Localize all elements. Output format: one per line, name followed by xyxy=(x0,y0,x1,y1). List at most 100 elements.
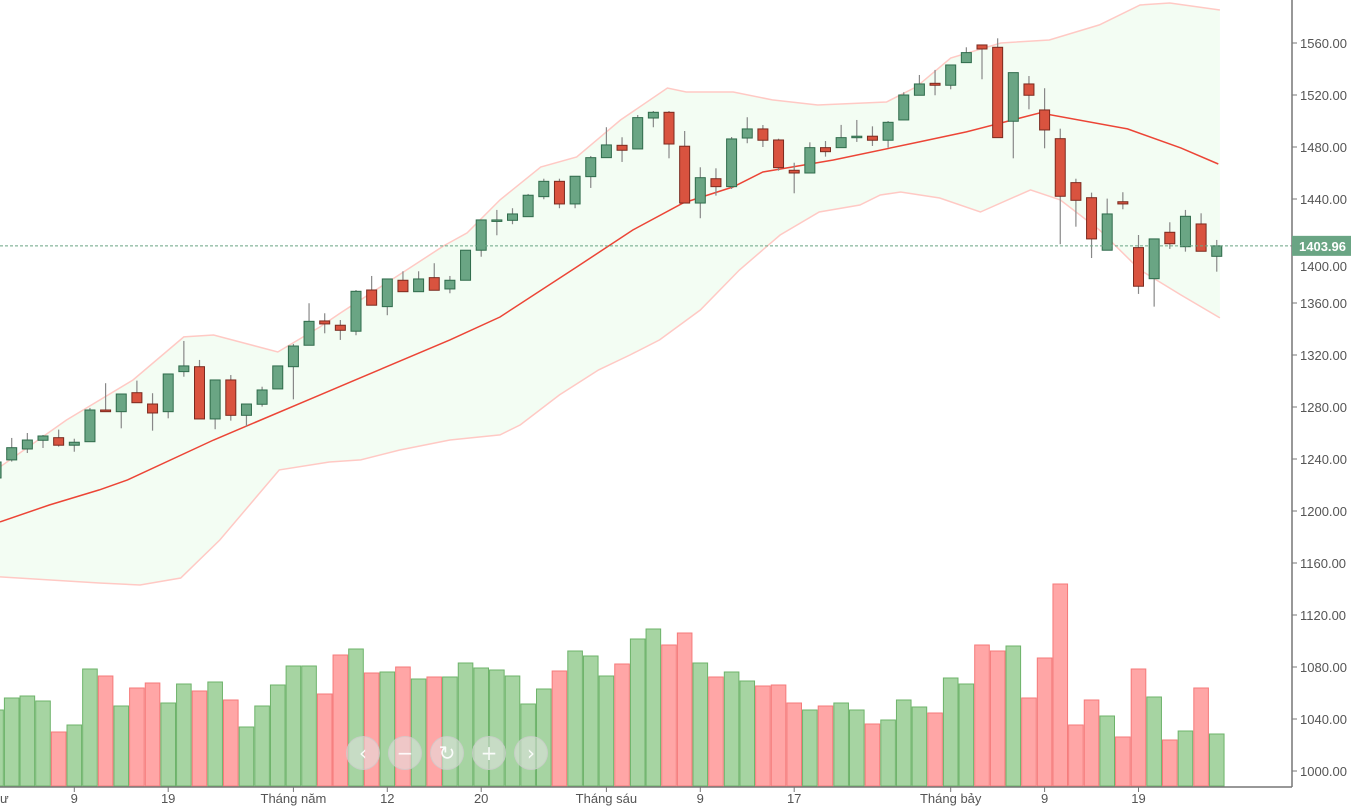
candle-body xyxy=(1117,201,1129,205)
candle-body xyxy=(992,46,1004,139)
volume-bar xyxy=(708,676,724,787)
candle-body xyxy=(976,44,988,50)
y-tick-label: 1040.00 xyxy=(1300,712,1347,727)
candle xyxy=(287,343,299,400)
candle xyxy=(37,434,49,448)
candle xyxy=(757,125,769,147)
candle-body xyxy=(350,290,362,332)
x-tick-label: Tháng sáu xyxy=(576,791,637,806)
candle xyxy=(131,380,143,404)
candle-body xyxy=(851,135,863,139)
scroll-left-button[interactable]: ‹ xyxy=(346,736,380,770)
volume-bar xyxy=(958,683,975,787)
candle xyxy=(225,375,237,421)
volume-bar xyxy=(1052,583,1069,787)
y-tick-label: 1200.00 xyxy=(1300,504,1347,519)
volume-bar xyxy=(254,705,270,787)
volume-bar xyxy=(786,702,803,787)
candle xyxy=(0,461,2,479)
candle xyxy=(1148,238,1160,307)
candle xyxy=(585,155,597,188)
volume-bar xyxy=(301,665,317,787)
candle-body xyxy=(866,135,878,141)
candle xyxy=(1023,76,1035,110)
candle xyxy=(1070,178,1082,227)
candle xyxy=(178,340,190,377)
candle-body xyxy=(757,128,769,141)
candle-body xyxy=(272,365,284,390)
y-tick-label: 1160.00 xyxy=(1300,556,1346,571)
candle-body xyxy=(68,441,80,446)
candle-body xyxy=(413,278,425,293)
candle xyxy=(21,433,33,454)
candle-body xyxy=(788,169,800,174)
candle-body xyxy=(397,279,409,293)
candle xyxy=(1101,198,1113,251)
candle xyxy=(992,38,1004,139)
candle-body xyxy=(600,144,612,159)
candle xyxy=(1195,213,1207,252)
volume-bar xyxy=(676,632,693,787)
candle-body xyxy=(1148,238,1160,280)
y-tick-label: 1320.00 xyxy=(1300,348,1347,363)
candle-body xyxy=(131,392,143,404)
candle xyxy=(553,178,565,209)
candle xyxy=(68,438,80,452)
y-tick-label: 1520.00 xyxy=(1300,88,1347,103)
y-tick-label: 1400.00 xyxy=(1300,259,1347,274)
volume-bar xyxy=(3,697,20,787)
candle-body xyxy=(507,213,518,221)
candle-body xyxy=(84,409,96,443)
candle xyxy=(240,403,252,427)
candle-body xyxy=(287,345,299,368)
candle-body xyxy=(960,52,972,64)
candle xyxy=(694,167,706,219)
candle-body xyxy=(319,320,331,325)
x-tick-label: 12 xyxy=(380,791,394,806)
volume-bar xyxy=(582,655,599,787)
volume-bar xyxy=(833,702,849,787)
candle xyxy=(882,121,894,148)
volume-bars xyxy=(0,583,1225,787)
candle-body xyxy=(1070,182,1082,201)
x-tick-label: Tháng năm xyxy=(261,791,327,806)
last-price-badge: 1403.96 xyxy=(1292,235,1351,256)
candle xyxy=(945,64,957,90)
volume-bar xyxy=(895,699,912,787)
zoom-out-button[interactable]: − xyxy=(388,736,422,770)
candle xyxy=(616,137,628,162)
candle-body xyxy=(538,180,550,198)
volume-bar xyxy=(285,665,302,787)
candle-body xyxy=(1101,213,1113,251)
reset-zoom-button[interactable]: ↻ xyxy=(430,736,464,770)
candle xyxy=(663,110,675,159)
candle xyxy=(53,429,65,447)
y-tick-label: 1000.00 xyxy=(1300,764,1347,779)
y-tick-label: 1120.00 xyxy=(1300,608,1346,623)
candle xyxy=(491,209,503,236)
y-tick-label: 1280.00 xyxy=(1300,400,1347,415)
candle-body xyxy=(929,82,941,86)
candle xyxy=(428,263,440,291)
candle-body xyxy=(1211,245,1223,257)
price-axis: 1000.00 1040.00 1080.00 1120.00 1160.00 1200.… xyxy=(1291,0,1347,787)
volume-bar xyxy=(1068,724,1084,787)
candle xyxy=(366,275,378,306)
candle-body xyxy=(569,175,581,205)
candle-body xyxy=(475,219,487,251)
chart-navigation-controls: ‹ − ↻ + › xyxy=(346,736,548,770)
plot-area xyxy=(0,2,1292,787)
volume-bar xyxy=(911,706,928,787)
volume-bar xyxy=(802,709,818,787)
candle-body xyxy=(553,180,565,205)
volume-bar xyxy=(316,693,333,787)
volume-bar xyxy=(66,724,83,787)
candle-body xyxy=(694,177,706,204)
volume-bar xyxy=(989,650,1006,787)
zoom-in-button[interactable]: + xyxy=(472,736,506,770)
candle xyxy=(1164,222,1176,249)
candle-body xyxy=(804,147,816,174)
scroll-right-button[interactable]: › xyxy=(514,736,548,770)
candle xyxy=(647,110,659,128)
